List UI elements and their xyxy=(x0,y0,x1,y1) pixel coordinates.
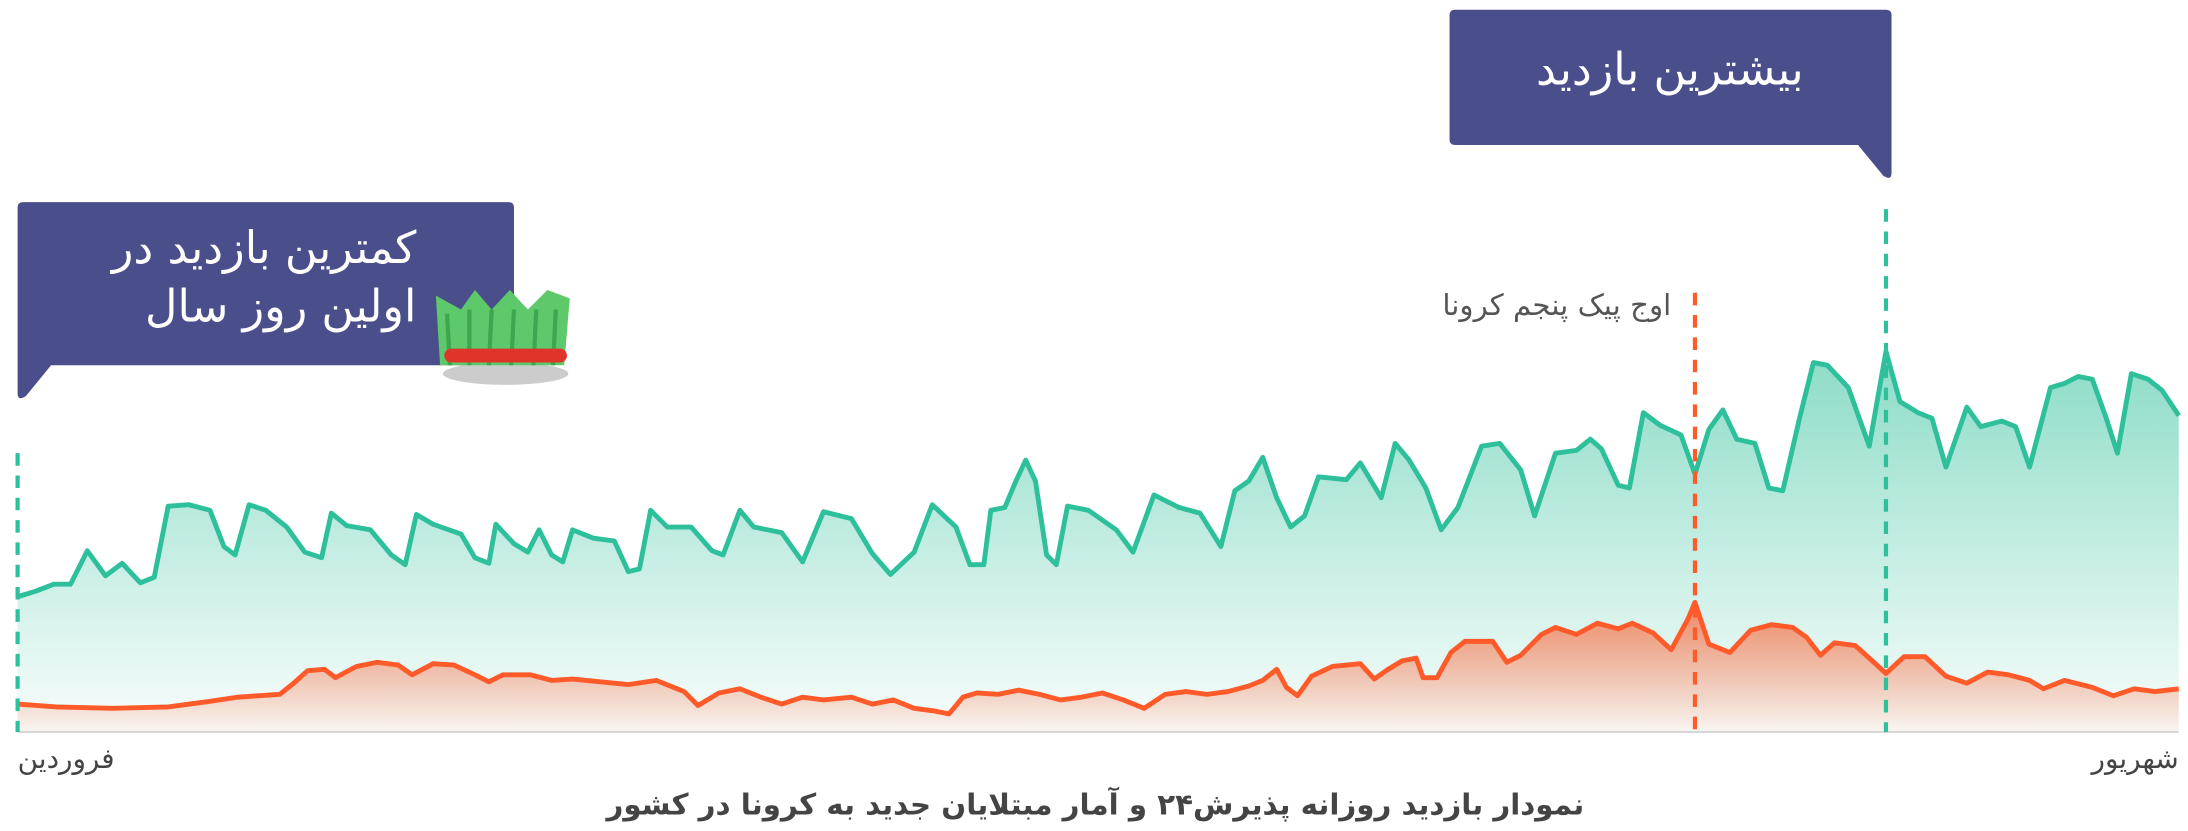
callout-text: کمترین بازدید در xyxy=(110,222,417,274)
annotation-text: اوج پیک پنجم کرونا xyxy=(1442,288,1671,323)
callout-text: اولین روز سال xyxy=(145,281,416,333)
callout xyxy=(1449,9,1892,178)
x-tick-label: شهریور xyxy=(2090,742,2179,775)
chart-title: نمودار بازدید روزانه پذیرش۲۴ و آمار مبتل… xyxy=(604,786,1584,822)
area-fill xyxy=(17,602,2179,733)
line xyxy=(17,599,2180,717)
sabzeh-icon xyxy=(435,290,570,385)
line xyxy=(16,348,2181,600)
callout xyxy=(17,202,514,399)
callout-text: بیشترین بازدید xyxy=(1536,44,1804,96)
plot xyxy=(16,348,2181,733)
x-tick-label: فروردین xyxy=(18,742,115,775)
